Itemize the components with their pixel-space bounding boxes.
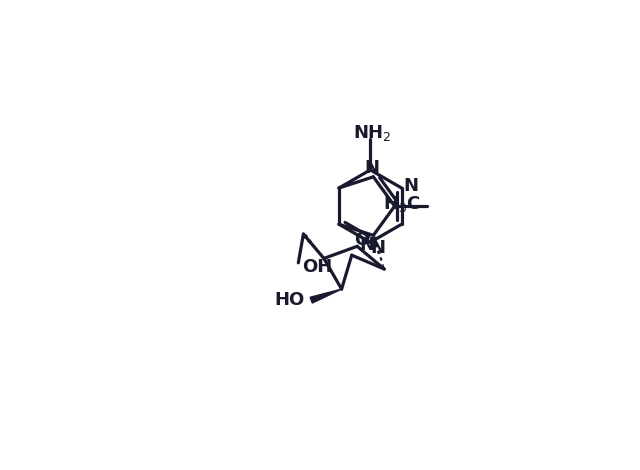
Polygon shape	[310, 289, 342, 303]
Text: O: O	[354, 231, 369, 249]
Text: NH$_2$: NH$_2$	[353, 123, 392, 143]
Text: N: N	[360, 235, 374, 254]
Text: H$_3$C: H$_3$C	[383, 194, 421, 214]
Text: N: N	[371, 239, 385, 258]
Text: N: N	[364, 158, 380, 177]
Text: HO: HO	[275, 291, 305, 309]
Text: OH: OH	[302, 258, 332, 276]
Text: N: N	[403, 178, 419, 196]
